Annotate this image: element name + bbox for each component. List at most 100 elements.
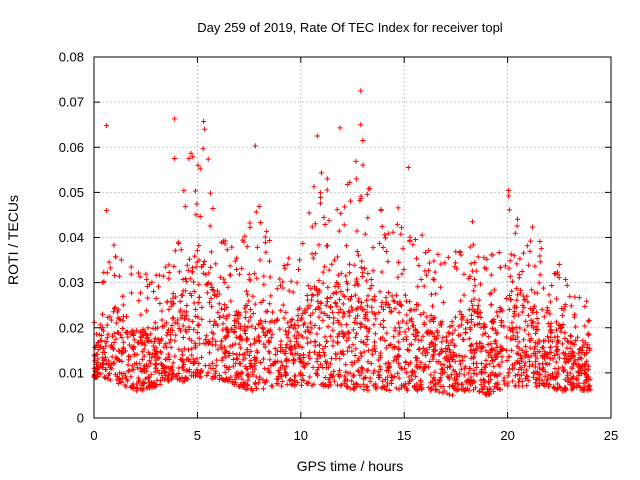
data-point xyxy=(502,381,508,387)
data-point xyxy=(234,355,240,362)
data-point-outlier xyxy=(172,155,178,162)
data-point xyxy=(274,286,280,292)
data-point xyxy=(245,292,251,298)
data-point xyxy=(379,269,385,275)
data-point xyxy=(506,193,512,199)
data-point xyxy=(488,272,494,278)
data-point xyxy=(532,359,539,365)
data-point xyxy=(418,276,424,283)
data-point xyxy=(349,307,355,313)
data-point xyxy=(324,243,331,249)
data-point xyxy=(478,377,484,383)
data-point xyxy=(504,334,510,340)
data-point xyxy=(234,255,240,261)
data-point xyxy=(277,365,284,371)
data-point xyxy=(193,313,199,320)
data-point xyxy=(530,319,536,325)
data-point xyxy=(518,372,524,378)
data-point xyxy=(439,339,445,345)
data-point-outlier xyxy=(314,133,320,139)
data-point xyxy=(142,330,149,336)
data-point xyxy=(138,329,144,336)
data-point xyxy=(317,190,323,196)
data-point xyxy=(109,344,115,350)
data-point xyxy=(452,314,459,320)
data-point xyxy=(478,314,484,321)
data-point xyxy=(379,299,385,305)
data-point xyxy=(101,374,107,380)
data-point xyxy=(285,335,291,341)
data-point xyxy=(100,279,106,286)
data-point xyxy=(189,346,195,352)
data-point xyxy=(267,274,273,280)
data-point xyxy=(156,340,163,346)
data-point xyxy=(348,293,355,300)
data-point xyxy=(225,328,231,334)
data-point xyxy=(424,314,430,320)
data-point xyxy=(208,281,214,287)
data-point xyxy=(298,315,305,321)
data-point xyxy=(196,300,202,306)
data-point xyxy=(224,304,230,310)
data-point xyxy=(245,371,251,377)
data-point xyxy=(582,323,588,329)
data-point xyxy=(314,292,321,298)
data-point xyxy=(523,373,530,379)
data-point xyxy=(221,276,227,282)
data-point xyxy=(111,242,117,248)
data-point xyxy=(532,380,539,386)
data-point xyxy=(140,380,146,386)
data-point xyxy=(486,386,493,392)
data-point xyxy=(346,330,352,336)
data-point xyxy=(299,344,305,350)
data-point xyxy=(517,325,523,331)
data-point xyxy=(347,179,353,185)
data-point xyxy=(260,377,266,383)
x-tick-label: 10 xyxy=(294,428,308,443)
data-point xyxy=(471,276,478,283)
data-point xyxy=(407,317,413,323)
data-point xyxy=(129,328,135,334)
data-point xyxy=(298,382,305,388)
data-point xyxy=(333,290,340,296)
data-point xyxy=(477,281,484,287)
data-point xyxy=(229,342,236,348)
data-point xyxy=(237,361,244,367)
data-point xyxy=(274,376,280,382)
data-point xyxy=(322,358,329,365)
data-point xyxy=(536,383,542,389)
data-point xyxy=(316,242,322,248)
data-point xyxy=(480,344,486,350)
data-point xyxy=(98,371,104,377)
data-point xyxy=(418,360,424,366)
data-point xyxy=(510,333,516,339)
data-point xyxy=(525,312,531,318)
data-point xyxy=(269,318,275,324)
data-point xyxy=(143,271,149,277)
data-point xyxy=(308,286,314,292)
data-point xyxy=(96,332,102,338)
data-point xyxy=(135,375,141,381)
data-point xyxy=(428,291,435,298)
data-point xyxy=(418,379,424,385)
data-point xyxy=(365,359,371,365)
data-point xyxy=(151,347,158,353)
data-point xyxy=(552,366,558,372)
data-point xyxy=(485,380,492,386)
data-point xyxy=(307,356,313,362)
data-point xyxy=(120,293,126,299)
data-point xyxy=(354,248,360,255)
data-point xyxy=(318,309,324,315)
data-point xyxy=(196,281,202,287)
data-point xyxy=(321,310,327,317)
data-point xyxy=(111,305,118,312)
data-point xyxy=(100,345,107,352)
data-point xyxy=(439,348,445,354)
data-point xyxy=(449,319,455,325)
data-point xyxy=(522,353,528,359)
data-point xyxy=(363,342,369,348)
data-point xyxy=(280,279,286,285)
data-point xyxy=(116,273,122,279)
data-point xyxy=(278,348,284,355)
